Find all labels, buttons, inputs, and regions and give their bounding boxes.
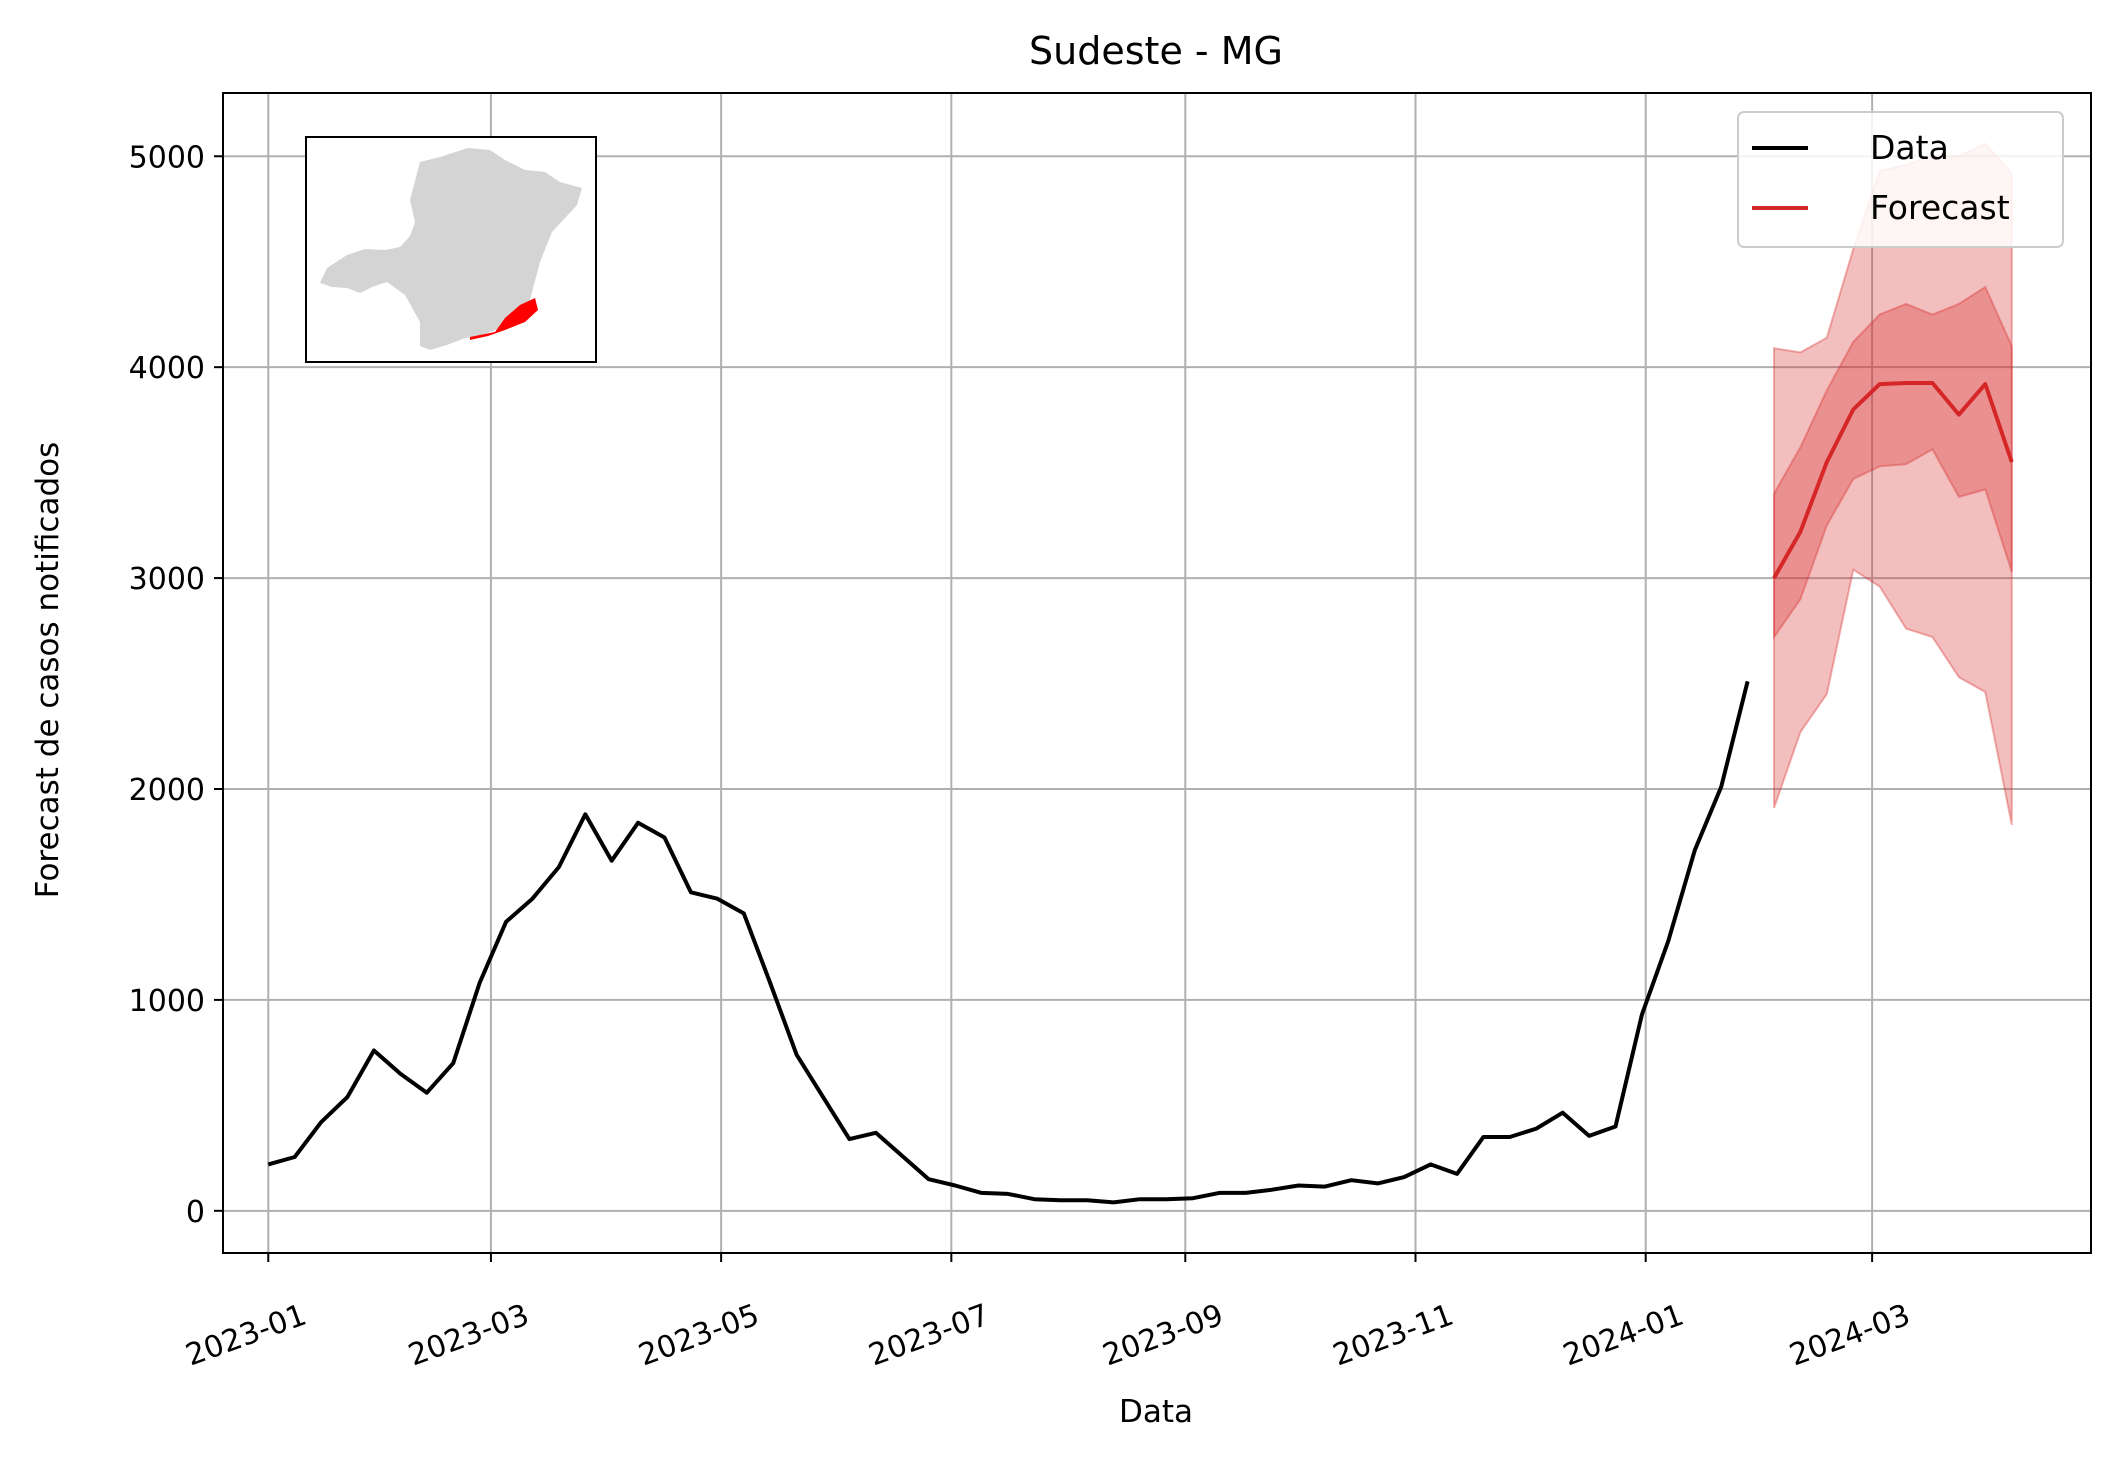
legend-box	[1737, 111, 2064, 248]
y-tick-label: 0	[186, 1195, 205, 1230]
x-axis-title: Data	[1119, 1394, 1193, 1430]
plot-frame	[222, 92, 2092, 1254]
highlighted-region	[470, 298, 538, 340]
chart-title: Sudeste - MG	[1029, 29, 1283, 73]
legend-label-forecast: Forecast	[1870, 188, 2010, 227]
series-lines	[267, 381, 2014, 1205]
forecast-inner-band	[1773, 285, 2013, 641]
legend: Data Forecast	[1737, 111, 2064, 248]
region-inset-map	[305, 136, 597, 363]
y-tick-label: 3000	[129, 562, 205, 597]
y-tick-label: 1000	[129, 984, 205, 1019]
forecast-interval-bands	[1773, 142, 2013, 826]
state-shape	[320, 148, 582, 350]
y-tick-label: 4000	[129, 351, 205, 386]
series-line-data	[267, 680, 1750, 1205]
legend-label-data: Data	[1870, 128, 1949, 167]
y-tick-label: 5000	[129, 140, 205, 175]
y-tick-label: 2000	[129, 773, 205, 808]
series-line-forecast	[1772, 381, 2014, 580]
y-axis-title: Forecast de casos notificados	[30, 442, 66, 899]
